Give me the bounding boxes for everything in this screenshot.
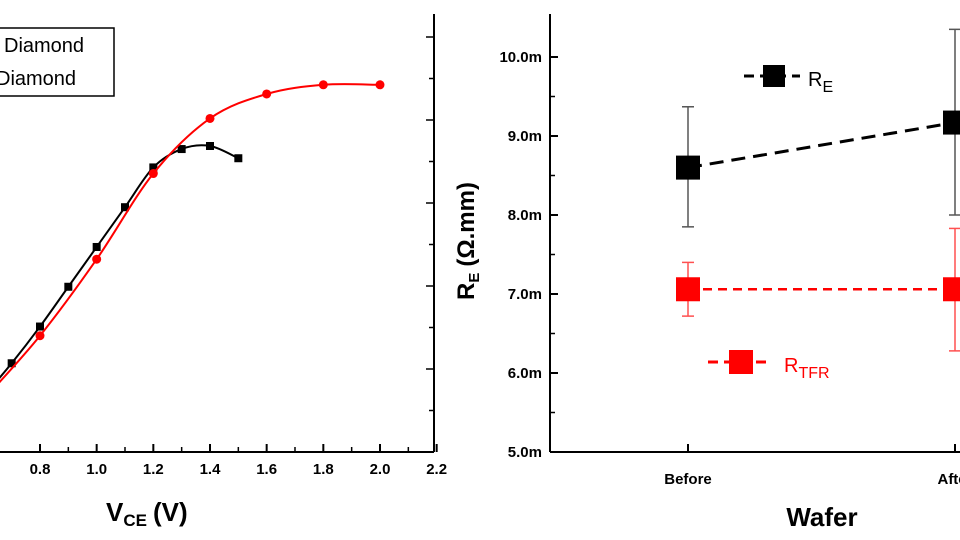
- black-series-point: [7, 359, 16, 368]
- left-x-tick-label: 0.8: [30, 461, 51, 478]
- red-series-point: [262, 89, 272, 99]
- rtfr-point: [943, 277, 960, 302]
- black-series-point: [234, 154, 243, 163]
- left-legend: Diamond Diamond: [0, 27, 115, 97]
- black-series-line: [0, 144, 239, 379]
- left-x-tick-label: 1.2: [143, 461, 164, 478]
- red-series-point: [92, 254, 102, 264]
- right-y-title-sub: E: [466, 273, 483, 283]
- right-series: [676, 28, 960, 352]
- left-plot-frame: [0, 14, 435, 453]
- right-x-axis-title: Wafer: [786, 502, 857, 532]
- legend-rtfr-main: R: [784, 355, 798, 377]
- legend-rtfr-label: RTFR: [784, 355, 830, 382]
- left-x-title-unit: (V): [153, 497, 188, 527]
- black-series-point: [36, 322, 44, 331]
- left-x-axis-title: VCE (V): [106, 497, 188, 530]
- left-x-title-sub: CE: [123, 511, 147, 530]
- right-y-tick-label: 9.0m: [508, 128, 542, 145]
- red-series-point: [375, 80, 385, 90]
- right-y-title-unit: (Ω.mm): [453, 182, 480, 267]
- left-x-tick-label: 2.0: [370, 461, 391, 478]
- red-series-point: [148, 169, 158, 179]
- right-x-ticks: Before After: [664, 444, 960, 488]
- left-legend-box: [0, 27, 115, 97]
- red-series-point: [318, 80, 328, 90]
- black-series-point: [92, 242, 101, 251]
- left-x-tick-label: 1.0: [86, 461, 107, 478]
- legend-rtfr-sub: TFR: [798, 365, 829, 382]
- left-chart: 0.8 1.0 1.2 1.4 1.6 1.8 2.0 2.2 Diamond Diamond…: [0, 14, 447, 530]
- re-point: [943, 110, 960, 135]
- right-y-tick-label: 10.0m: [499, 49, 542, 66]
- left-x-title-main: V: [106, 497, 124, 527]
- right-plot-frame: [549, 14, 960, 453]
- right-x-tick-label: After: [937, 471, 960, 488]
- black-series-point: [177, 145, 186, 154]
- red-series-point: [205, 113, 215, 123]
- right-y-title-main: R: [453, 283, 480, 300]
- left-right-y-ticks: [426, 36, 434, 453]
- left-legend-entry-1: Diamond: [4, 35, 84, 57]
- black-series-point: [149, 163, 158, 172]
- right-y-tick-label: 6.0m: [508, 365, 542, 382]
- legend-rtfr-marker: [729, 350, 753, 374]
- left-legend-entry-2: Diamond: [0, 68, 76, 90]
- right-x-tick-label: Before: [664, 471, 712, 488]
- right-y-tick-label: 7.0m: [508, 286, 542, 303]
- right-y-tick-label: 5.0m: [508, 444, 542, 461]
- red-series-line: [0, 83, 380, 384]
- left-series: [0, 80, 385, 384]
- left-x-tick-label: 1.4: [200, 461, 222, 478]
- legend-re-sub: E: [822, 79, 833, 96]
- re-point: [676, 155, 700, 180]
- legend-re-label: RE: [808, 69, 833, 96]
- black-series-point: [205, 142, 214, 150]
- legend-re-main: R: [808, 69, 822, 91]
- rtfr-point: [676, 277, 700, 302]
- black-series-point: [120, 203, 129, 212]
- re-series-line: [687, 121, 956, 170]
- left-x-tick-label: 2.2: [426, 461, 447, 478]
- red-series-point: [35, 331, 45, 341]
- right-legend: RE RTFR: [708, 65, 833, 382]
- right-y-axis-title: RE (Ω.mm): [453, 182, 483, 300]
- left-x-tick-label: 1.6: [256, 461, 277, 478]
- left-x-ticks: 0.8 1.0 1.2 1.4 1.6 1.8 2.0 2.2: [30, 444, 447, 478]
- legend-re-marker: [763, 65, 785, 87]
- right-y-tick-label: 8.0m: [508, 207, 542, 224]
- left-x-tick-label: 1.8: [313, 461, 334, 478]
- black-series-point: [64, 282, 73, 291]
- right-y-ticks: 5.0m 6.0m 7.0m 8.0m 9.0m 10.0m: [499, 49, 558, 461]
